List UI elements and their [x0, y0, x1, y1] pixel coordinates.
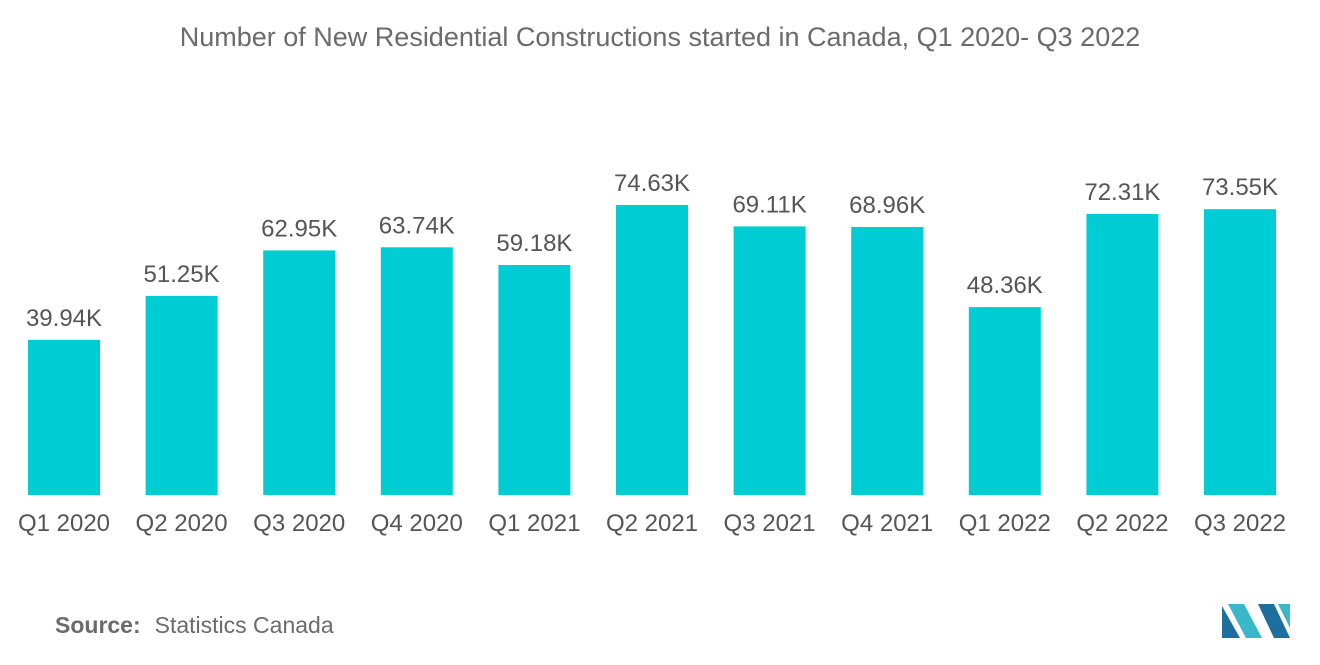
x-tick-q1-2021: Q1 2021 [488, 510, 580, 537]
bar-q1-2020 [28, 339, 100, 495]
x-tick-q3-2020: Q3 2020 [253, 510, 345, 537]
chart-title: Number of New Residential Constructions … [179, 22, 1141, 52]
bar-q3-2022 [1204, 209, 1276, 495]
x-tick-q2-2022: Q2 2022 [1076, 510, 1168, 537]
source-text: Statistics Canada [154, 612, 334, 638]
bar-labels-group: 39.94K 51.25K 62.95K 63.74K 59.18K 74.63K 69.1… [26, 170, 1278, 332]
x-tick-labels-group: Q1 2020 Q2 2020 Q3 2020 Q4 2020 Q1 2021 Q2 20… [18, 510, 1286, 537]
x-tick-q1-2020: Q1 2020 [18, 510, 110, 537]
logo-mid-shape [1228, 604, 1262, 638]
data-label-q3-2022: 73.55K [1202, 174, 1278, 201]
x-tick-q3-2021: Q3 2021 [724, 510, 816, 537]
bar-q3-2020 [263, 250, 336, 495]
logo-right-shape [1258, 604, 1290, 638]
bar-q1-2022 [968, 307, 1041, 495]
data-label-q1-2020: 39.94K [26, 305, 102, 332]
bar-q2-2020 [145, 295, 218, 495]
x-tick-q4-2021: Q4 2021 [841, 510, 933, 537]
logo-right-bar [1278, 604, 1290, 628]
bar-q4-2021 [851, 227, 924, 495]
source-note: Source: Statistics Canada [55, 612, 334, 639]
bar-q2-2021 [616, 205, 688, 495]
x-tick-q2-2021: Q2 2021 [606, 510, 698, 537]
logo-left-shape [1222, 606, 1240, 638]
data-label-q4-2020: 63.74K [379, 212, 455, 239]
data-label-q2-2020: 51.25K [144, 261, 220, 288]
bars-group [28, 205, 1276, 495]
data-label-q4-2021: 68.96K [849, 192, 925, 219]
bar-q2-2022 [1086, 214, 1159, 495]
x-tick-q2-2020: Q2 2020 [136, 510, 228, 537]
bar-q1-2021 [498, 265, 571, 495]
mordor-intelligence-logo-icon [1222, 604, 1290, 638]
bar-q3-2021 [733, 226, 806, 495]
data-label-q2-2022: 72.31K [1084, 179, 1160, 206]
data-label-q3-2021: 69.11K [732, 191, 806, 218]
source-label: Source: [55, 612, 141, 638]
data-label-q2-2021: 74.63K [614, 170, 690, 197]
data-label-q1-2021: 59.18K [496, 230, 572, 257]
x-tick-q1-2022: Q1 2022 [959, 510, 1051, 537]
x-tick-q3-2022: Q3 2022 [1194, 510, 1286, 537]
data-label-q3-2020: 62.95K [261, 215, 337, 242]
x-tick-q4-2020: Q4 2020 [371, 510, 463, 537]
bar-q4-2020 [380, 247, 453, 495]
data-label-q1-2022: 48.36K [967, 272, 1043, 299]
